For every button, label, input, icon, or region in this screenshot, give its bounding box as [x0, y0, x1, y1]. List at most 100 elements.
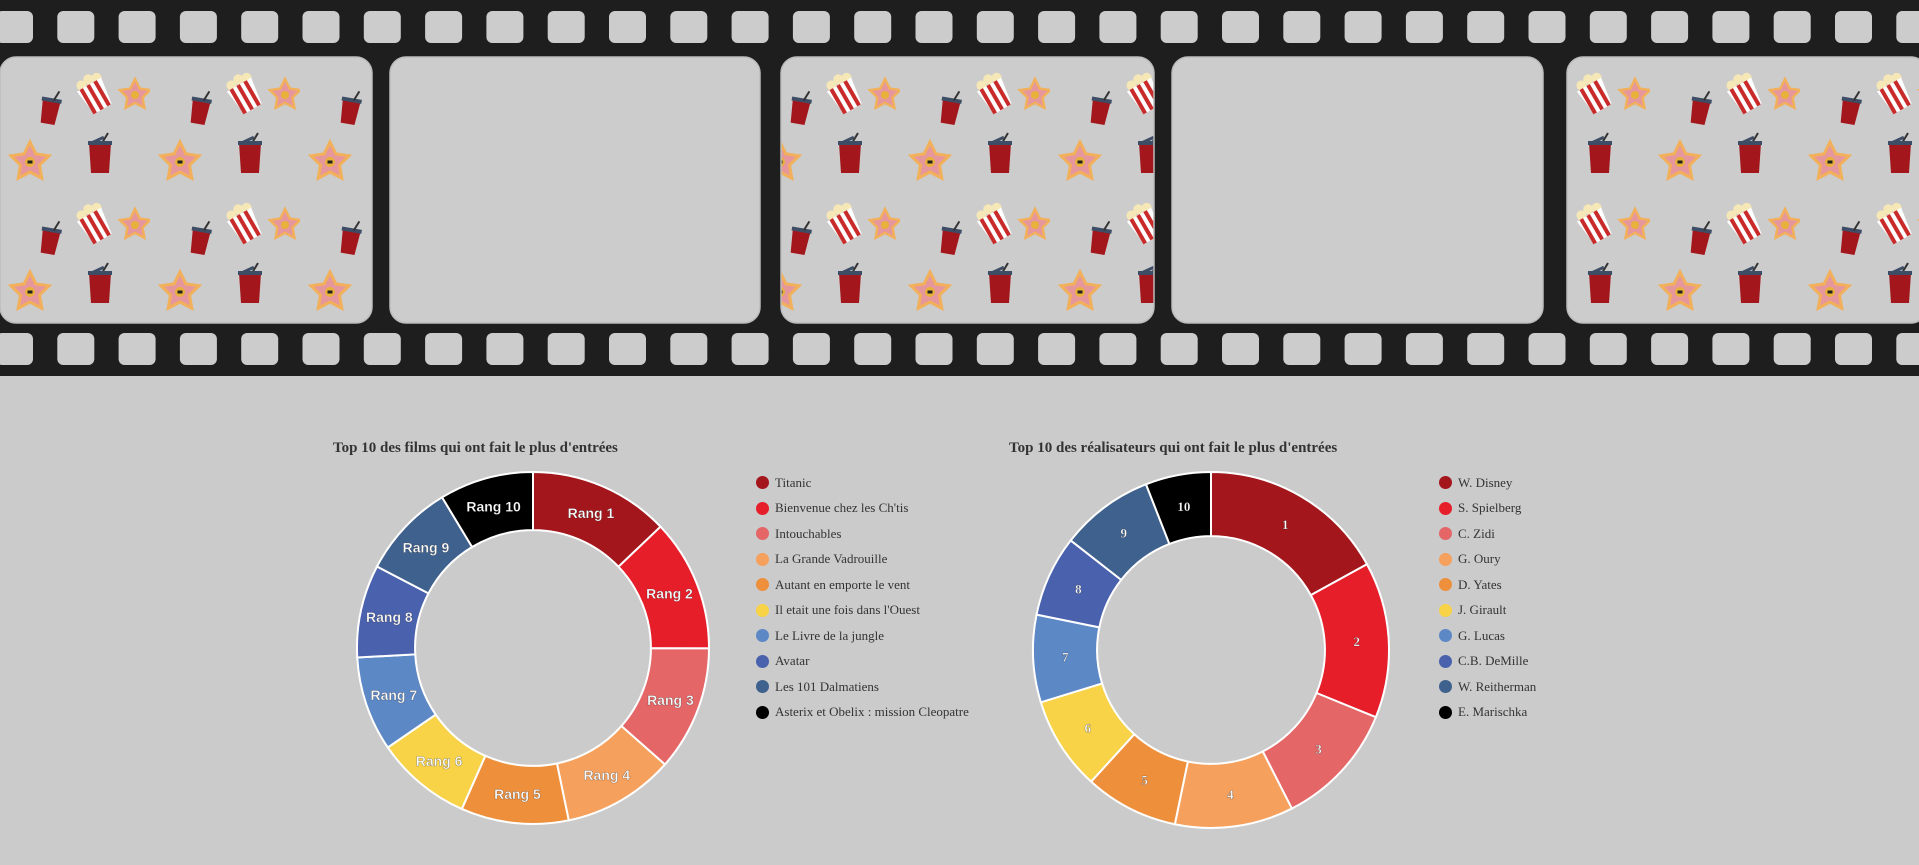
- sprocket-hole: [976, 11, 1014, 43]
- legend-swatch: [756, 552, 769, 566]
- slice-label: 8: [1075, 581, 1082, 596]
- sprocket-hole: [1896, 333, 1919, 365]
- legend-item[interactable]: Il etait une fois dans l'Ouest: [756, 598, 969, 624]
- legend-swatch: [1439, 629, 1452, 643]
- legend-item[interactable]: Titanic: [756, 470, 969, 496]
- legend-swatch: [756, 501, 769, 515]
- sprocket-hole: [1712, 333, 1750, 365]
- legend-label: Avatar: [775, 653, 810, 669]
- legend-swatch: [1439, 501, 1452, 515]
- slice-label: 5: [1141, 773, 1148, 788]
- slice-label: 6: [1084, 721, 1091, 736]
- directors-legend: W. Disney S. Spielberg C. Zidi G. Oury D. Ya…: [1439, 470, 1536, 725]
- films-legend: Titanic Bienvenue chez les Ch'tis Intoucha…: [756, 470, 969, 725]
- legend-item[interactable]: S. Spielberg: [1439, 496, 1536, 522]
- sprocket-hole: [486, 11, 524, 43]
- legend-item[interactable]: La Grande Vadrouille: [756, 547, 969, 573]
- legend-swatch: [1439, 476, 1452, 490]
- legend-item[interactable]: Bienvenue chez les Ch'tis: [756, 496, 969, 522]
- legend-label: Les 101 Dalmatiens: [775, 678, 879, 694]
- slice-label: Rang 1: [568, 505, 615, 521]
- sprocket-hole: [1896, 11, 1919, 43]
- sprocket-hole: [118, 333, 156, 365]
- pie-slice[interactable]: [440, 470, 534, 549]
- legend-swatch: [756, 680, 769, 694]
- legend-item[interactable]: Asterix et Obelix : mission Cleopatre: [756, 700, 969, 726]
- sprocket-hole: [425, 333, 463, 365]
- sprocket-hole: [1222, 11, 1259, 43]
- legend-swatch: [756, 654, 769, 668]
- chart-title: Top 10 des réalisateurs qui ont fait le …: [1009, 440, 1338, 456]
- legend-label: G. Oury: [1458, 551, 1501, 567]
- slice-label: 4: [1227, 787, 1234, 802]
- filmstrip-banner: [0, 0, 1919, 376]
- films-donut: Rang 1 Rang 2 Rang 3 Rang 4 Rang 5 Rang 6 Rang…: [356, 470, 711, 825]
- sprocket-hole: [179, 11, 217, 43]
- slice-label: 2: [1353, 634, 1360, 649]
- legend-item[interactable]: Le Livre de la jungle: [756, 623, 969, 649]
- legend-label: Intouchables: [775, 525, 842, 541]
- sprocket-hole: [302, 333, 340, 365]
- legend-item[interactable]: Intouchables: [756, 521, 969, 547]
- legend-label: J. Girault: [1458, 602, 1507, 618]
- legend-item[interactable]: E. Marischka: [1439, 700, 1536, 726]
- slice-label: Rang 10: [466, 498, 521, 514]
- slice-label: Rang 8: [366, 609, 413, 625]
- slice-label: Rang 9: [403, 539, 450, 555]
- legend-label: D. Yates: [1458, 576, 1502, 592]
- legend-label: W. Disney: [1458, 474, 1513, 490]
- legend-label: Bienvenue chez les Ch'tis: [775, 500, 909, 516]
- sprocket-hole: [1773, 11, 1811, 43]
- legend-label: S. Spielberg: [1458, 500, 1522, 516]
- sprocket-hole: [1712, 11, 1750, 43]
- legend-label: C. Zidi: [1458, 525, 1495, 541]
- legend-label: G. Lucas: [1458, 627, 1505, 643]
- slice-label: Rang 4: [583, 767, 630, 783]
- legend-item[interactable]: Les 101 Dalmatiens: [756, 674, 969, 700]
- legend-swatch: [1439, 705, 1452, 719]
- legend-item[interactable]: G. Oury: [1439, 547, 1536, 573]
- sprocket-hole: [1835, 11, 1872, 43]
- legend-item[interactable]: Avatar: [756, 649, 969, 675]
- slice-label: 10: [1177, 499, 1190, 514]
- sprocket-hole: [1160, 333, 1198, 365]
- sprocket-hole: [792, 11, 830, 43]
- legend-item[interactable]: J. Girault: [1439, 598, 1536, 624]
- sprocket-hole: [363, 11, 401, 43]
- legend-item[interactable]: D. Yates: [1439, 572, 1536, 598]
- sprocket-hole: [1405, 11, 1443, 43]
- legend-item[interactable]: W. Disney: [1439, 470, 1536, 496]
- sprocket-hole: [731, 333, 769, 365]
- slice-label: Rang 2: [646, 586, 693, 602]
- slice-label: Rang 5: [494, 786, 541, 802]
- sprocket-hole: [425, 11, 463, 43]
- legend-swatch: [1439, 603, 1452, 617]
- legend-swatch: [1439, 552, 1452, 566]
- sprocket-hole: [1405, 333, 1443, 365]
- slice-label: 1: [1282, 517, 1289, 532]
- sprocket-hole: [57, 333, 95, 365]
- legend-swatch: [756, 603, 769, 617]
- sprocket-hole: [363, 333, 401, 365]
- sprocket-hole: [547, 11, 585, 43]
- films-chart: Top 10 des films qui ont fait le plus d'…: [0, 440, 969, 860]
- sprocket-hole: [241, 11, 279, 43]
- sprocket-hole: [1283, 11, 1321, 43]
- sprocket-hole: [1467, 11, 1505, 43]
- sprocket-hole: [1651, 11, 1689, 43]
- legend-item[interactable]: C. Zidi: [1439, 521, 1536, 547]
- legend-item[interactable]: G. Lucas: [1439, 623, 1536, 649]
- chart-title: Top 10 des films qui ont fait le plus d'…: [333, 440, 618, 456]
- sprocket-hole: [1038, 11, 1076, 43]
- legend-item[interactable]: W. Reitherman: [1439, 674, 1536, 700]
- legend-item[interactable]: C.B. DeMille: [1439, 649, 1536, 675]
- legend-item[interactable]: Autant en emporte le vent: [756, 572, 969, 598]
- sprocket-hole: [1467, 333, 1505, 365]
- legend-label: Titanic: [775, 474, 812, 490]
- slice-label: Rang 3: [647, 692, 694, 708]
- slice-label: 9: [1120, 525, 1127, 540]
- directors-chart: Top 10 des réalisateurs qui ont fait le …: [0, 440, 1919, 860]
- sprocket-hole: [1651, 333, 1689, 365]
- pie-slice[interactable]: [1144, 470, 1212, 546]
- legend-swatch: [1439, 680, 1452, 694]
